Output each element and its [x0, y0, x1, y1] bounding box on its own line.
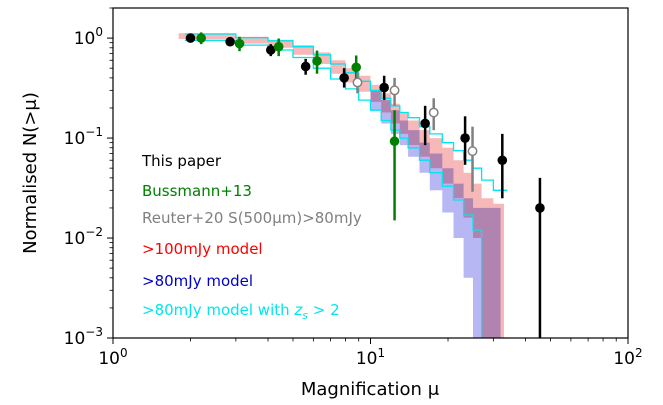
- legend-entry-5: >80mJy model: [142, 272, 253, 290]
- data-point: [185, 33, 196, 43]
- data-point: [352, 77, 363, 88]
- y-tick-label: 100: [74, 25, 103, 49]
- data-point: [497, 155, 508, 166]
- model-band-2: [370, 90, 501, 338]
- data-point: [196, 33, 206, 43]
- x-axis-label: Magnification μ: [301, 379, 440, 400]
- data-point: [312, 56, 322, 66]
- data-point: [467, 146, 478, 157]
- model-band-3-lower: [184, 39, 508, 338]
- x-tick-label: 101: [356, 346, 385, 369]
- data-point: [535, 203, 545, 213]
- data-point: [234, 38, 245, 49]
- legend-entry-2: Bussmann+13: [142, 182, 252, 200]
- y-axis-label: Normalised N(>μ): [20, 92, 41, 254]
- data-point: [389, 85, 400, 96]
- legend-entry-4: >100mJy model: [142, 240, 263, 258]
- y-tick-label: 10−1: [64, 125, 103, 149]
- data-point: [420, 118, 430, 129]
- data-point: [351, 62, 362, 73]
- data-point: [428, 107, 439, 118]
- x-tick-label: 100: [98, 346, 127, 369]
- legend-entry-3: Reuter+20 S(500μm)>80mJy: [142, 209, 362, 227]
- data-point: [460, 133, 470, 143]
- legend: This paper Bussmann+13 Reuter+20 S(500μm)>…: [141, 152, 362, 322]
- y-tick-label: 10−3: [64, 325, 103, 349]
- legend-entry-1: This paper: [141, 152, 222, 170]
- data-point: [273, 41, 284, 52]
- data-point: [225, 36, 235, 47]
- x-tick-label: 102: [613, 346, 642, 369]
- legend-entry-6: >80mJy model with zs > 2: [142, 301, 340, 322]
- data-point: [300, 61, 311, 72]
- data-point: [265, 45, 276, 55]
- data-point: [339, 73, 349, 83]
- data-point: [389, 136, 400, 147]
- data-point: [379, 82, 389, 93]
- y-tick-label: 10−2: [64, 225, 103, 249]
